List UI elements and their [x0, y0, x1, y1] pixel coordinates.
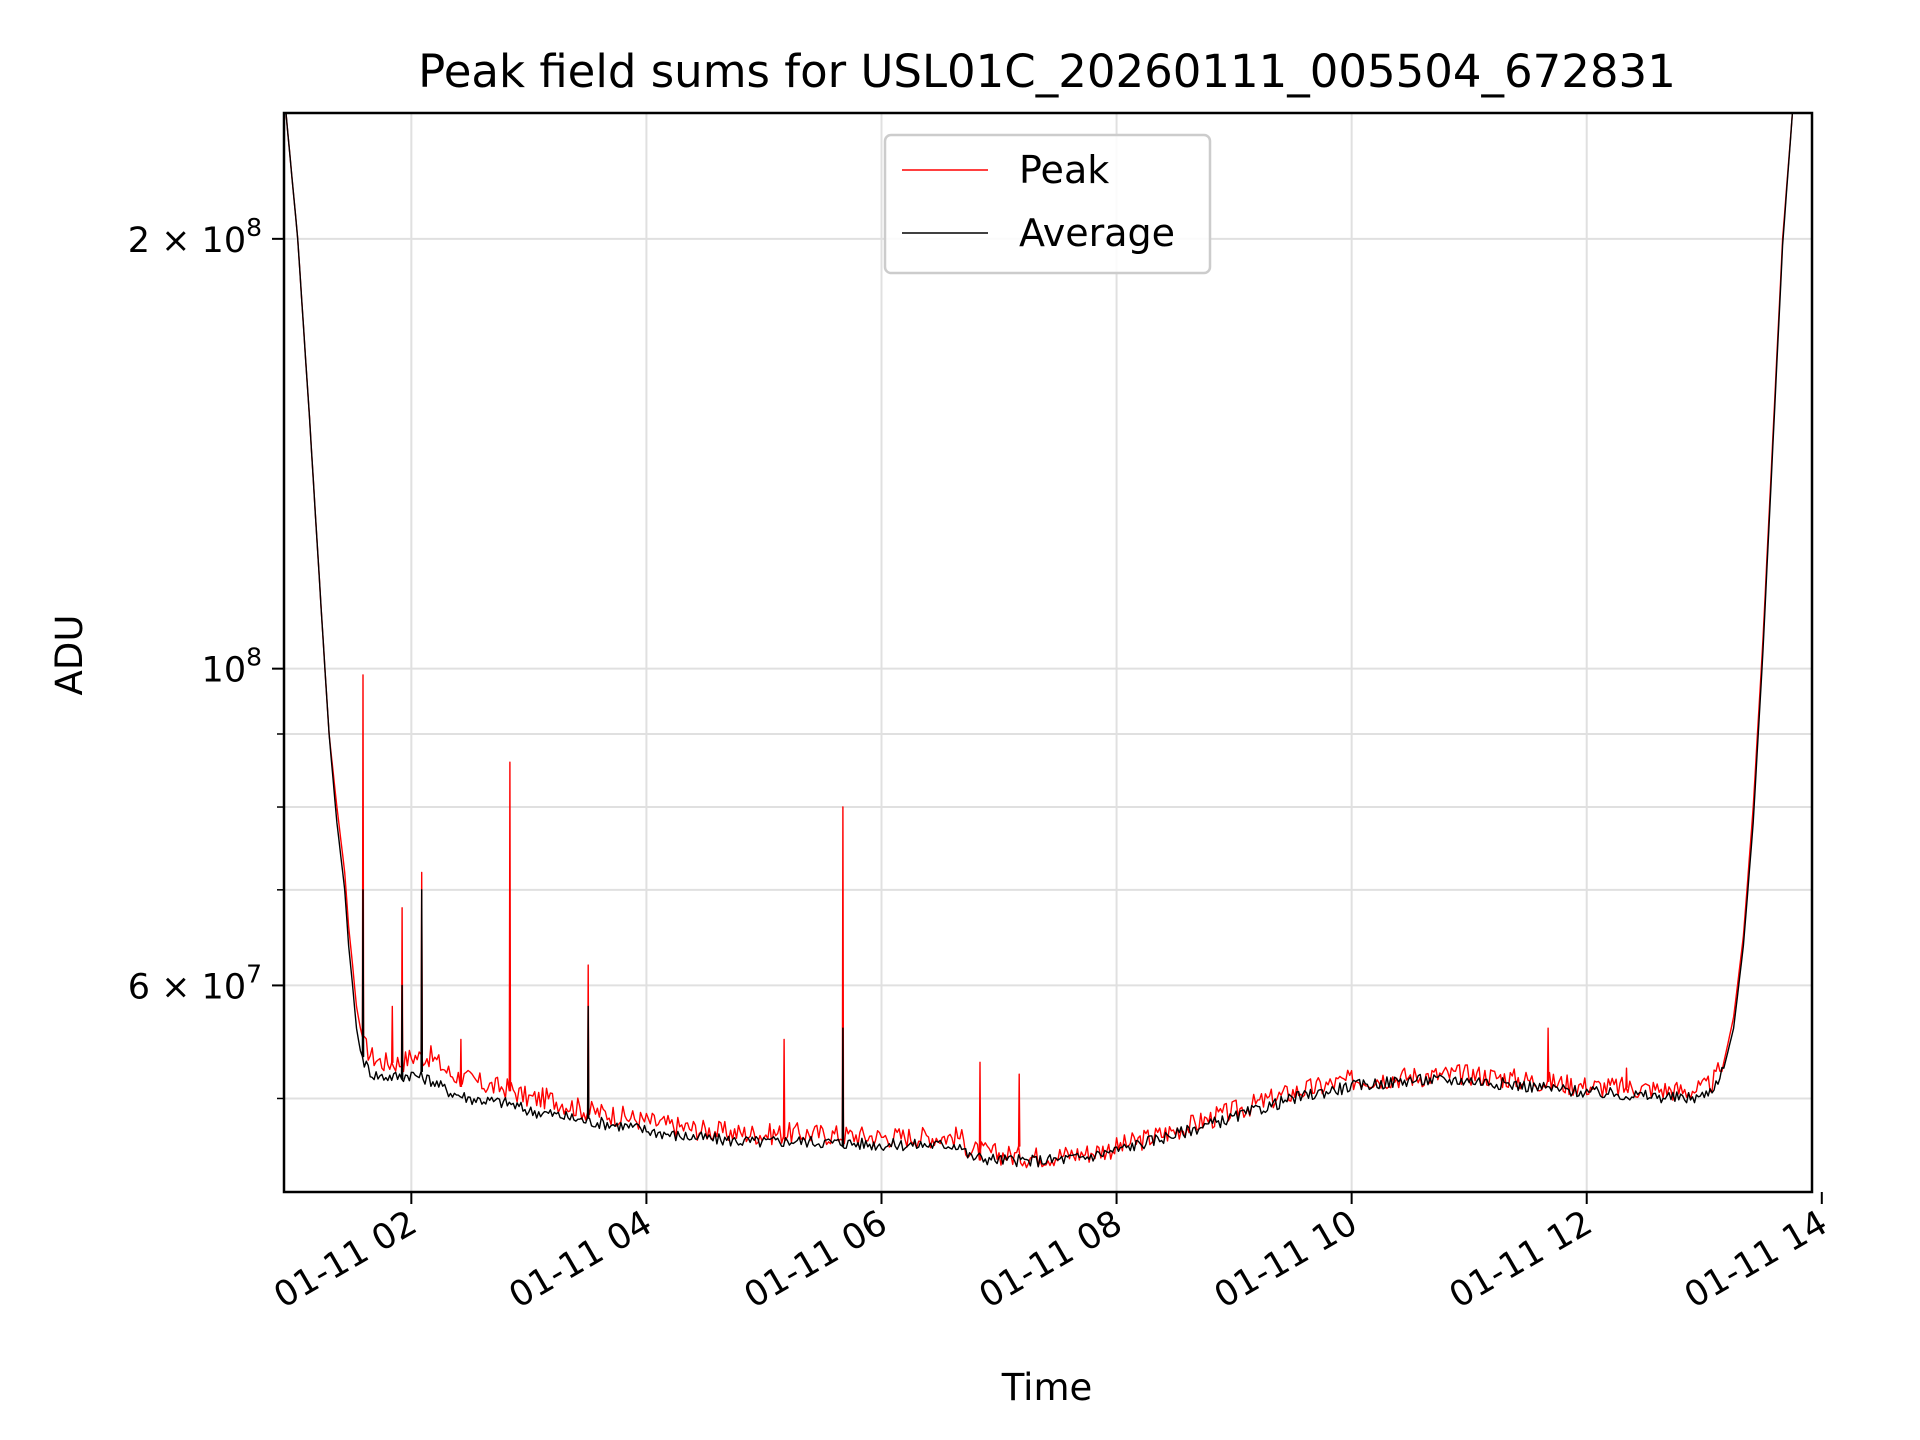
y-tick-label: 2 × 108: [128, 213, 262, 261]
plot-frame: [282, 111, 1814, 1194]
y-tick-label: 108: [202, 643, 262, 691]
legend-average-label: Average: [1019, 211, 1175, 255]
y-tick-label: 6 × 107: [128, 959, 262, 1007]
legend: Peak Average: [883, 133, 1212, 275]
plot-area: [285, 113, 1794, 1169]
y-axis-label: ADU: [48, 615, 91, 696]
series-line-average: [285, 113, 1794, 1168]
chart-title: Peak field sums for USL01C_20260111_0055…: [418, 45, 1676, 98]
series-line-peak: [285, 113, 1794, 1169]
legend-peak-label: Peak: [1019, 148, 1109, 192]
x-axis-label: Time: [1001, 1366, 1093, 1409]
grid: [284, 113, 1812, 1192]
